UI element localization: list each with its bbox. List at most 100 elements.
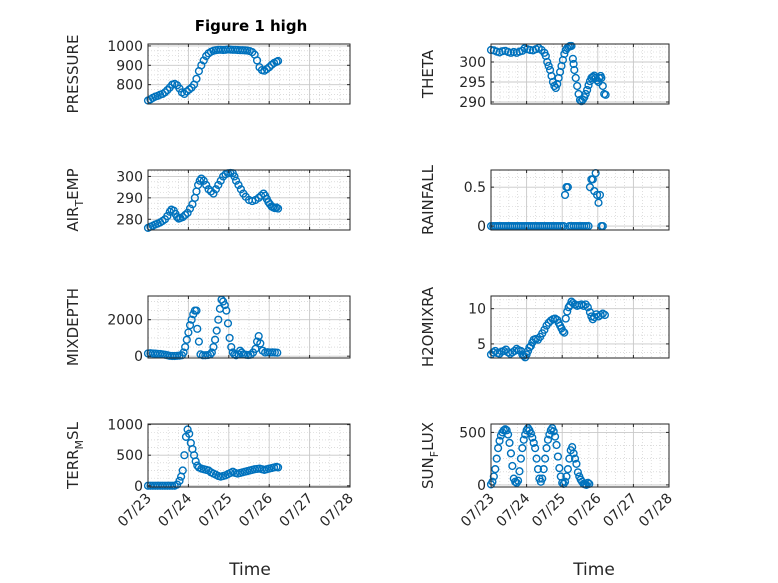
y-tick-label: 0	[477, 478, 486, 494]
data-point	[273, 204, 283, 213]
y-tick-label: 500	[459, 425, 486, 441]
data-point	[193, 324, 202, 333]
data-point	[168, 481, 177, 490]
data-point	[541, 454, 550, 463]
data-point	[193, 180, 203, 190]
data-point	[531, 444, 540, 453]
data-point	[503, 430, 513, 439]
data-point	[567, 41, 576, 51]
data-point	[230, 172, 239, 181]
y-tick-label: 290	[459, 95, 486, 111]
y-tick-label: 0	[134, 479, 143, 495]
y-tick-label: 1000	[107, 39, 143, 55]
data-point	[163, 211, 172, 221]
data-point	[572, 459, 581, 469]
data-point	[181, 210, 190, 220]
data-point	[569, 449, 578, 458]
data-point	[526, 45, 535, 55]
y-axis-label: TERRMSL	[64, 421, 86, 490]
series-markers	[486, 297, 610, 362]
data-point	[563, 465, 572, 474]
data-point	[543, 57, 552, 67]
axes-box	[147, 295, 351, 359]
data-point	[210, 335, 220, 344]
data-point	[178, 466, 187, 475]
axes-box	[147, 169, 351, 231]
data-point	[227, 342, 236, 352]
x-tick-label: 07/28	[317, 491, 357, 531]
data-point	[519, 435, 528, 444]
figure-title: Figure 1 high	[195, 17, 308, 35]
data-point	[195, 176, 204, 185]
x-tick-label: 07/27	[600, 491, 640, 531]
data-point	[184, 328, 193, 337]
y-tick-label: 5	[477, 337, 486, 353]
y-tick-label: 0.5	[464, 180, 486, 196]
data-point	[492, 454, 501, 463]
subplot-mixdepth: 0 2000 MIXDEPTH	[64, 288, 351, 366]
y-tick-label: 10	[468, 302, 486, 318]
grid	[147, 44, 351, 105]
data-point	[594, 198, 603, 207]
data-point	[178, 213, 187, 222]
x-tick-label: 07/25	[196, 491, 236, 531]
data-point	[518, 444, 527, 453]
data-point	[211, 185, 220, 194]
data-point	[544, 61, 553, 71]
axes-box	[490, 169, 670, 231]
data-point	[539, 465, 548, 474]
data-point	[584, 81, 593, 90]
data-point	[163, 85, 172, 95]
x-axis-label-left: Time	[228, 560, 271, 580]
data-point	[199, 56, 208, 65]
data-point	[231, 176, 241, 185]
subplot-air-temp: 280 290 300 AIRTEMP	[64, 168, 351, 232]
data-point	[172, 213, 182, 222]
data-point	[182, 335, 191, 344]
axes-box	[490, 295, 670, 359]
data-point	[216, 176, 225, 185]
data-point	[254, 332, 263, 341]
x-tick-label: 07/27	[277, 491, 317, 531]
data-point	[583, 303, 592, 312]
data-point	[560, 477, 570, 486]
data-point	[568, 54, 577, 63]
data-point	[543, 435, 553, 444]
data-point	[581, 89, 590, 99]
data-point	[185, 429, 194, 438]
y-tick-label: 300	[459, 55, 486, 71]
x-tick-label: 07/23	[458, 491, 498, 531]
data-point	[252, 56, 262, 65]
data-point	[518, 46, 527, 55]
x-tick-label: 07/26	[565, 490, 605, 530]
data-point	[583, 85, 592, 95]
x-tick-label: 07/28	[636, 491, 676, 531]
data-point	[560, 190, 570, 200]
data-point	[197, 61, 206, 70]
data-point	[498, 47, 507, 56]
data-point	[181, 342, 190, 352]
y-tick-label: 295	[459, 75, 486, 91]
data-point	[597, 73, 606, 83]
data-point	[506, 449, 516, 458]
data-point	[570, 65, 579, 75]
data-point	[526, 429, 535, 438]
data-point	[187, 315, 196, 324]
data-point	[516, 454, 526, 463]
data-point	[220, 301, 229, 310]
data-point	[569, 59, 578, 69]
data-point	[565, 454, 574, 463]
data-point	[248, 48, 257, 57]
y-axis-label: THETA	[419, 49, 437, 99]
data-point	[573, 468, 582, 477]
y-tick-label: 0	[477, 219, 486, 235]
data-point	[595, 190, 605, 200]
y-axis-label: RAINFALL	[419, 164, 437, 235]
y-axis-label: H2OMIXRA	[419, 286, 437, 367]
data-point	[179, 348, 188, 357]
data-point	[562, 472, 571, 481]
data-point	[207, 348, 216, 357]
data-point	[234, 180, 243, 190]
data-point	[505, 438, 514, 448]
